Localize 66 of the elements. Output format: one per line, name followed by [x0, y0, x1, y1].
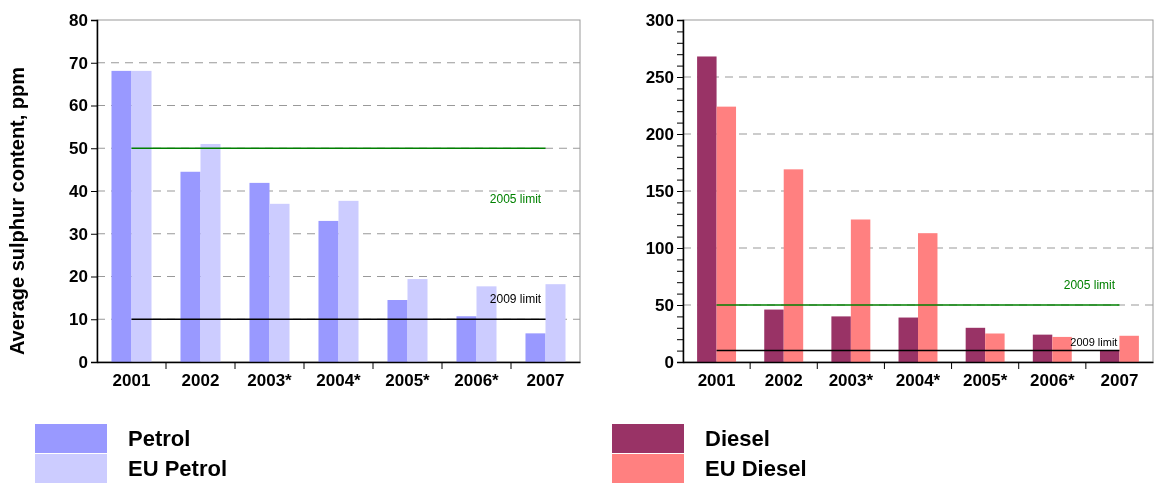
x-tick-label: 2003*: [247, 371, 293, 391]
y-tick-label: 10: [69, 310, 88, 330]
y-tick-label: 300: [645, 10, 674, 30]
y-tick-label: 30: [69, 224, 88, 244]
x-tick-label: 2002: [764, 371, 803, 391]
x-tick-label: 2002: [181, 371, 220, 391]
x-tick-label: 2007: [526, 371, 565, 391]
y-tick-label: 20: [69, 267, 88, 287]
x-tick-label: 2006*: [1030, 371, 1075, 391]
y-tick-label: 250: [645, 67, 674, 87]
legend-label: Petrol: [128, 426, 191, 451]
x-tick-label: 2004*: [316, 371, 362, 391]
bar: [850, 219, 871, 362]
bar: [1052, 336, 1072, 362]
legend-label: Diesel: [705, 426, 770, 451]
bar: [269, 203, 290, 362]
x-tick-label: 2005*: [385, 371, 431, 391]
bar: [965, 327, 986, 362]
y-axis-title: Average sulphur content, ppm: [6, 66, 28, 356]
bar: [318, 220, 339, 362]
ref-line-label: 2005 limit: [1063, 278, 1116, 292]
bar: [831, 316, 851, 362]
bar: [764, 309, 784, 362]
y-tick-label: 0: [78, 352, 88, 372]
x-tick-label: 2006*: [454, 371, 500, 391]
bar: [716, 106, 737, 362]
y-tick-label: 150: [645, 181, 674, 201]
y-tick-label: 80: [69, 10, 88, 30]
bar: [387, 300, 408, 362]
x-tick-label: 2001: [112, 371, 151, 391]
bar: [338, 200, 359, 362]
bar: [783, 169, 804, 362]
ref-line-label: 2009 limit: [1070, 335, 1118, 348]
bar: [1032, 334, 1053, 362]
bar: [985, 333, 1005, 362]
y-tick-label: 0: [664, 352, 674, 372]
bar: [180, 171, 201, 362]
y-tick-label: 60: [69, 96, 88, 116]
bar: [111, 70, 132, 362]
ref-line-label: 2009 limit: [489, 292, 542, 307]
x-tick-label: 2001: [697, 371, 736, 391]
x-tick-label: 2005*: [962, 371, 1008, 391]
bar: [249, 182, 270, 362]
y-tick-label: 200: [645, 124, 674, 144]
bar: [131, 70, 152, 362]
x-tick-label: 2007: [1100, 371, 1139, 391]
y-tick-label: 50: [69, 139, 88, 159]
y-tick-label: 100: [645, 238, 674, 258]
bar: [898, 317, 918, 362]
bar: [525, 333, 546, 362]
bar: [1099, 350, 1120, 362]
bar: [200, 143, 221, 362]
y-tick-label: 50: [655, 295, 674, 315]
bar: [918, 233, 938, 362]
x-tick-label: 2003*: [828, 371, 874, 391]
ref-line-label: 2005 limit: [489, 192, 542, 207]
x-tick-label: 2004*: [895, 371, 941, 391]
legend-label: EU Diesel: [705, 456, 807, 481]
bar: [697, 56, 717, 362]
bar: [456, 316, 477, 362]
legend-label: EU Petrol: [128, 456, 228, 481]
bar: [1119, 335, 1139, 362]
bar: [545, 284, 566, 362]
y-tick-label: 40: [69, 181, 88, 201]
y-tick-label: 70: [69, 53, 88, 73]
bar: [407, 279, 428, 362]
